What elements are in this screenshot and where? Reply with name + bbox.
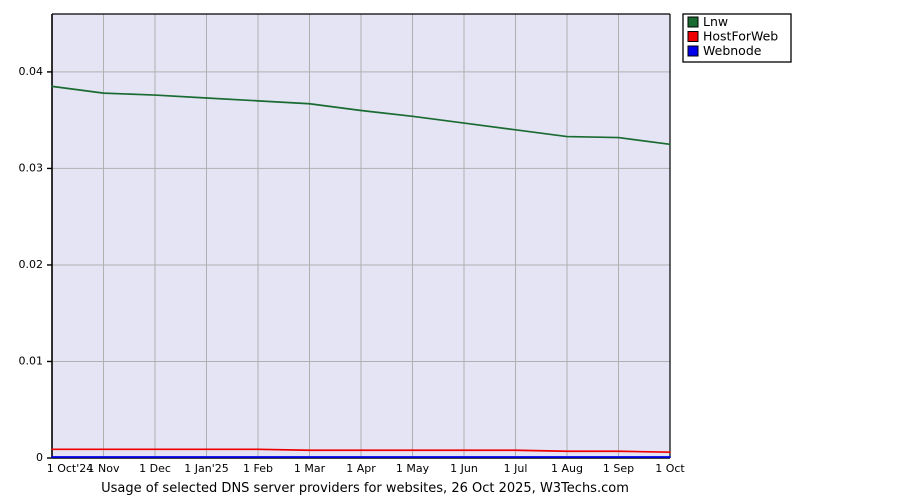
legend-label-lnw: Lnw — [703, 14, 728, 29]
y-axis-ticks: 0 0.01 0.02 0.03 0.04 — [19, 65, 52, 464]
y-tick-label: 0 — [36, 451, 43, 464]
y-tick-label: 0.01 — [19, 354, 44, 367]
x-tick-label: 1 Nov — [88, 462, 120, 475]
x-tick-label: 1 Dec — [139, 462, 171, 475]
legend-label-hostforweb: HostForWeb — [703, 29, 778, 44]
legend-swatch-webnode — [687, 45, 699, 57]
x-tick-label: 1 Jan'25 — [184, 462, 228, 475]
legend-background — [682, 13, 792, 63]
series-line-lnw — [51, 85, 671, 146]
x-tick-label: 1 Apr — [346, 462, 376, 475]
y-tick-label: 0.03 — [19, 161, 44, 174]
legend-swatch-lnw — [687, 16, 699, 28]
series-line-hostforweb — [51, 448, 671, 454]
x-tick-label: 1 Feb — [243, 462, 273, 475]
x-axis-ticks: 1 Oct'241 Nov 1 Dec 1 Jan'25 1 Feb 1 Mar 1 Ap… — [47, 462, 686, 475]
x-tick-label: 1 Jun — [450, 462, 478, 475]
chart-title: Usage of selected DNS server providers f… — [101, 481, 629, 496]
x-tick-label: 1 Aug — [551, 462, 583, 475]
x-tick-label: 1 Mar — [294, 462, 326, 475]
data-series-group — [51, 85, 671, 458]
x-tick-label: 1 Jul — [504, 462, 528, 475]
axis-lines — [51, 13, 671, 459]
legend-swatch-hostforweb — [687, 31, 699, 42]
x-tick-label: 1 Sep — [603, 462, 634, 475]
legend-label-webnode: Webnode — [703, 43, 762, 58]
x-tick-label: 1 Oct'24 — [47, 462, 94, 475]
y-tick-label: 0.02 — [19, 258, 44, 271]
y-tick-label: 0.04 — [19, 65, 44, 78]
x-tick-label: 1 May — [396, 462, 430, 475]
x-tick-label: 1 Oct — [655, 462, 685, 475]
